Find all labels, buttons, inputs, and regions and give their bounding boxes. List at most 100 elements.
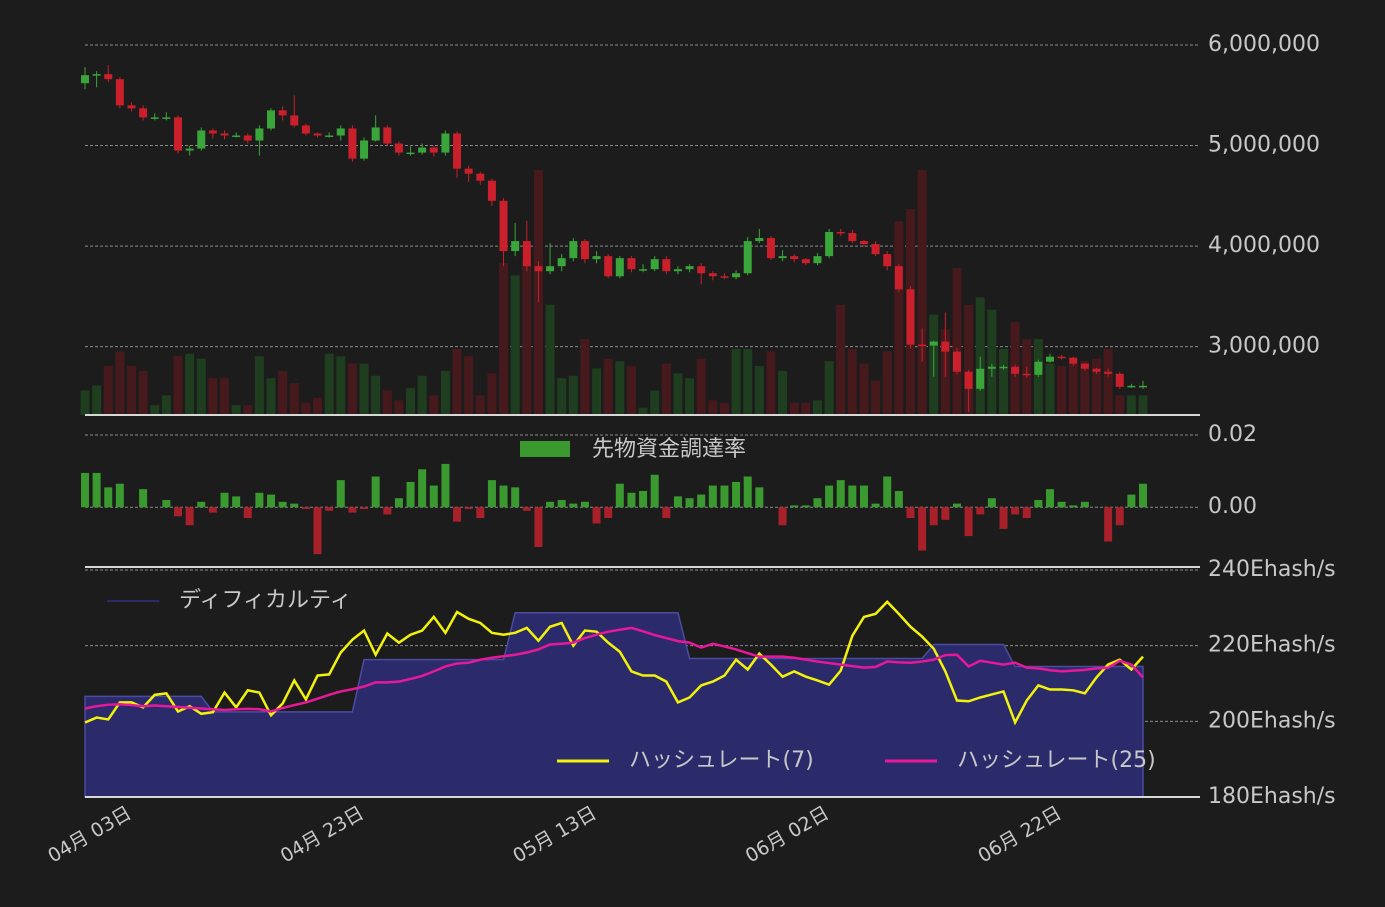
volume-bar (638, 407, 648, 415)
funding-bar (255, 492, 264, 508)
funding-bar (429, 485, 438, 508)
candle-body (929, 341, 938, 346)
funding-bar (685, 498, 694, 508)
funding-bar (673, 496, 682, 508)
volume-bar (812, 400, 822, 415)
funding-bar (1104, 507, 1113, 542)
candle-body (348, 128, 357, 159)
volume-bar (1080, 361, 1090, 415)
candle-body (383, 127, 392, 144)
volume-bar (115, 351, 125, 415)
candle-body (662, 259, 671, 272)
volume-bar (1033, 339, 1043, 415)
funding-bar (499, 485, 508, 508)
candle-body (267, 110, 276, 129)
candle-body (848, 233, 857, 242)
volume-bar (1126, 395, 1136, 415)
funding-bar (952, 503, 961, 508)
funding-bar (976, 507, 985, 515)
volume-bar (103, 366, 113, 415)
volume-bar (882, 351, 892, 415)
candle-body (232, 135, 241, 137)
volume-bar (673, 373, 683, 415)
volume-bar (92, 385, 102, 415)
volume-bar (1045, 363, 1055, 415)
candle-body (952, 351, 961, 372)
candle-body (546, 266, 555, 272)
volume-bar (987, 309, 997, 415)
volume-bar (545, 304, 555, 415)
volume-bar (592, 368, 602, 415)
candle-body (697, 266, 706, 274)
candle-body (243, 135, 252, 141)
volume-bar (568, 375, 578, 415)
y-tick-label: 180Ehash/s (1208, 784, 1336, 809)
volume-bar (313, 397, 323, 415)
funding-bar (406, 481, 415, 508)
funding-bar (174, 507, 183, 517)
funding-bar (1034, 500, 1043, 508)
funding-bar (243, 507, 252, 519)
candle-body (360, 140, 369, 159)
candle-body (790, 256, 799, 260)
volume-bar (847, 348, 857, 415)
funding-bar (743, 476, 752, 508)
candle-body (976, 368, 985, 389)
funding-bar (732, 481, 741, 508)
volume-bar (138, 370, 148, 415)
candle-body (650, 259, 659, 270)
funding-bar (778, 507, 787, 526)
volume-bar (626, 366, 636, 415)
volume-bar (661, 363, 671, 415)
volume-bar (243, 405, 253, 415)
volume-bar (406, 388, 416, 415)
funding-bar (801, 505, 810, 508)
volume-bar (778, 370, 788, 415)
volume-bar (754, 366, 764, 415)
candle-body (778, 256, 787, 259)
legend-label: ディフィカルティ (179, 588, 352, 613)
funding-bar (662, 507, 671, 519)
candle-body (522, 241, 531, 267)
candle-body (406, 152, 415, 155)
candle-body (487, 180, 496, 201)
volume-bar (510, 275, 520, 415)
legend-label: ハッシュレート(7) (629, 748, 814, 773)
volume-bar (359, 363, 369, 415)
y-tick-label: 0.00 (1208, 494, 1257, 519)
candle-body (1092, 368, 1101, 372)
volume-bar (487, 373, 497, 415)
candle-body (708, 273, 717, 277)
funding-bar (615, 483, 624, 508)
candle-body (883, 254, 892, 267)
funding-bar (918, 507, 927, 551)
candle-body (290, 115, 299, 126)
volume-bar (952, 268, 962, 415)
funding-bar (162, 500, 171, 508)
funding-bar (81, 472, 89, 508)
volume-bar (708, 400, 718, 415)
y-tick-label: 0.02 (1208, 422, 1257, 447)
funding-bar (906, 507, 915, 519)
funding-bar (941, 507, 950, 520)
volume-bar (766, 351, 776, 415)
funding-bar (755, 487, 764, 508)
candle-body (394, 143, 403, 153)
funding-bar (232, 496, 241, 508)
funding-bar (627, 492, 636, 508)
volume-bar (1103, 348, 1113, 415)
funding-bar (92, 472, 101, 508)
candle-body (918, 344, 927, 347)
candle-body (255, 128, 264, 141)
volume-bar (127, 366, 137, 415)
y-tick-label: 240Ehash/s (1208, 557, 1336, 582)
funding-bar (836, 480, 845, 508)
candle-body (1127, 385, 1136, 388)
candle-body (429, 147, 438, 153)
volume-bar (80, 390, 90, 415)
volume-bar (789, 402, 799, 415)
candle-body (755, 238, 764, 242)
funding-bar (534, 507, 543, 547)
candle-body (150, 117, 159, 119)
volume-bar (161, 395, 171, 415)
